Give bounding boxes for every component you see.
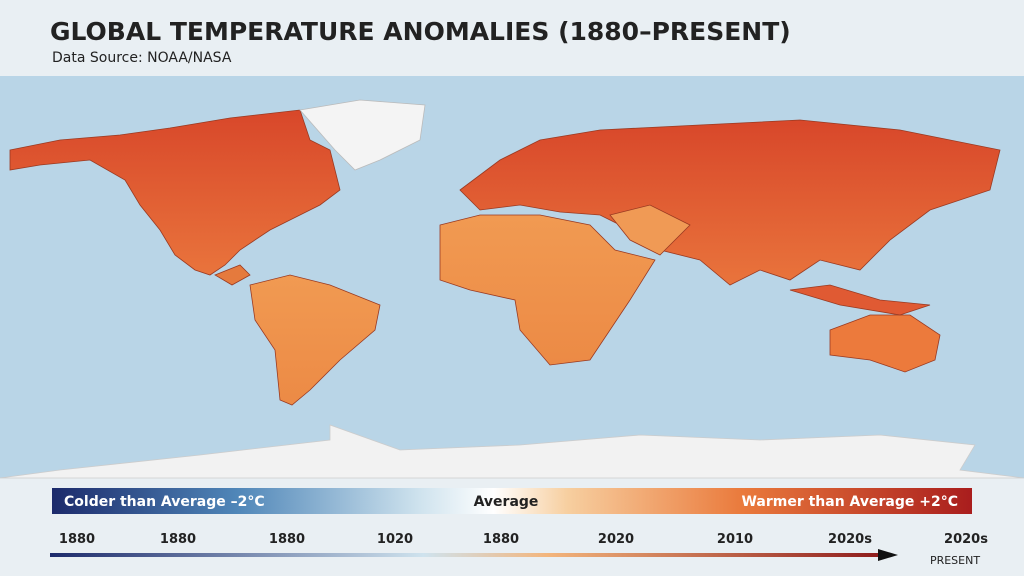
timeline-arrow (50, 553, 880, 557)
middle-east (609, 204, 691, 256)
north-america (9, 109, 341, 276)
greenland (299, 99, 426, 171)
subtitle: Data Source: NOAA/NASA (52, 50, 232, 66)
legend-warmer: Warmer than Average +2°C (741, 494, 958, 510)
timeline-end: PRESENT (930, 554, 980, 567)
timeline-label: 1880 (483, 532, 519, 547)
central-america (214, 264, 251, 286)
timeline-label: 2020s (828, 532, 872, 547)
timeline-label: 2020 (598, 532, 634, 547)
timeline-label: 2010 (717, 532, 753, 547)
timeline-label: 2020s (944, 532, 988, 547)
header-band (0, 0, 1024, 76)
eurasia (459, 119, 1001, 286)
timeline-label: 1880 (269, 532, 305, 547)
legend-average: Average (474, 494, 539, 510)
continents (0, 99, 1024, 479)
title: GLOBAL TEMPERATURE ANOMALIES (1880–PRESE… (50, 17, 791, 46)
antarctica (0, 424, 1024, 479)
africa (439, 214, 656, 366)
southeast-asia (789, 284, 931, 316)
australia (829, 314, 941, 373)
south-america (249, 274, 381, 406)
legend-bar (52, 488, 972, 514)
arrow-head (878, 549, 898, 561)
timeline-label: 1880 (160, 532, 196, 547)
timeline-label: 1020 (377, 532, 413, 547)
legend-colder: Colder than Average –2°C (64, 494, 265, 510)
timeline-label: 1880 (59, 532, 95, 547)
